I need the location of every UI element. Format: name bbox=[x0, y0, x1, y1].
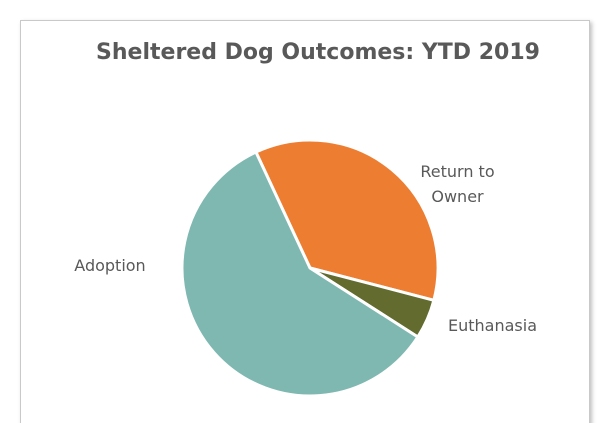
chart-title: Sheltered Dog Outcomes: YTD 2019 bbox=[96, 40, 540, 65]
pie-slice bbox=[180, 150, 420, 398]
pie-slice bbox=[254, 138, 440, 302]
slice-label: Adoption bbox=[74, 256, 146, 275]
slice-label: Euthanasia bbox=[448, 316, 537, 335]
slice-label: Return to Owner bbox=[420, 162, 495, 206]
